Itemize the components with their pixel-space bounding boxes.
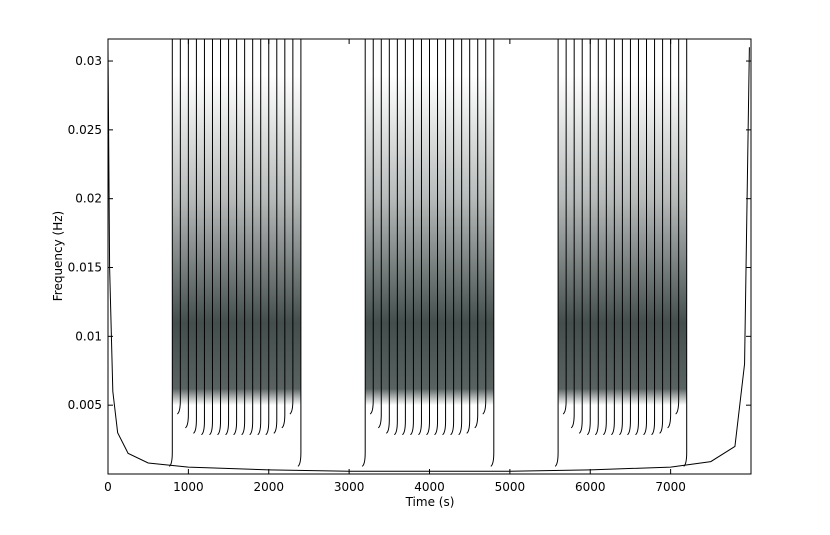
x-tick-label: 6000 <box>575 480 606 494</box>
ridge-line <box>586 39 591 436</box>
ridge-line <box>402 39 406 436</box>
x-tick-label: 5000 <box>495 480 526 494</box>
ridge-line <box>369 39 374 415</box>
x-tick-label: 2000 <box>253 480 284 494</box>
ridge-line <box>570 39 575 429</box>
ridge-line <box>385 39 390 434</box>
ridge-line <box>265 39 270 436</box>
ridge-line <box>193 39 197 434</box>
x-axis-label: Time (s) <box>405 495 455 509</box>
ridge-line <box>458 39 463 436</box>
y-tick-label: 0.015 <box>68 261 102 275</box>
ridge-line <box>683 39 688 467</box>
ridge-line <box>394 39 398 436</box>
x-tick-label: 7000 <box>655 480 686 494</box>
ridge-line <box>217 39 222 436</box>
ridge-line <box>651 39 656 436</box>
ridge-line <box>442 39 447 436</box>
x-tick-label: 1000 <box>173 480 204 494</box>
x-tick-label: 3000 <box>334 480 365 494</box>
ridge-line <box>635 39 639 436</box>
y-tick-label: 0.005 <box>68 398 102 412</box>
ridge-line <box>659 39 664 434</box>
ridge-line <box>619 39 623 436</box>
ridge-line <box>602 39 607 436</box>
ridge-line <box>578 39 583 434</box>
y-tick-label: 0.02 <box>75 192 102 206</box>
ridge-line <box>297 39 302 467</box>
ridge-line <box>482 39 487 415</box>
ridge-line <box>410 39 414 436</box>
ridge-line <box>249 39 254 436</box>
y-tick-label: 0.025 <box>68 123 102 137</box>
ridge-line <box>490 39 495 467</box>
y-tick-label: 0.03 <box>75 54 102 68</box>
ridge-line <box>361 39 366 467</box>
ridge-line <box>168 39 173 467</box>
ridge-line <box>675 39 680 415</box>
ridge-line <box>201 39 205 436</box>
ridge-line <box>434 39 439 436</box>
ridge-line <box>281 39 286 429</box>
ridge-line <box>474 39 479 429</box>
y-axis-label: Frequency (Hz) <box>51 211 65 302</box>
ridge-line <box>289 39 294 415</box>
ridge-line <box>209 39 213 436</box>
ridge-line <box>225 39 230 436</box>
x-tick-label: 4000 <box>414 480 445 494</box>
ridge-line <box>233 39 238 436</box>
ridge-line <box>418 39 422 436</box>
y-tick-label: 0.01 <box>75 329 102 343</box>
ridge-line <box>611 39 615 436</box>
ridge-line <box>185 39 189 429</box>
ridge-line <box>177 39 181 415</box>
ridge-line <box>643 39 648 436</box>
ridge-line <box>667 39 672 429</box>
ridge-line <box>426 39 430 436</box>
ridge-line <box>273 39 278 434</box>
ridge-line <box>562 39 567 415</box>
ridge-line <box>466 39 471 434</box>
ridge-line <box>377 39 382 429</box>
ridge-line <box>241 39 246 436</box>
ridge-line <box>594 39 599 436</box>
ridge-line <box>257 39 262 436</box>
ridge-line <box>450 39 455 436</box>
ridge-line <box>627 39 631 436</box>
x-tick-label: 0 <box>104 480 112 494</box>
ridge-line <box>554 39 559 467</box>
